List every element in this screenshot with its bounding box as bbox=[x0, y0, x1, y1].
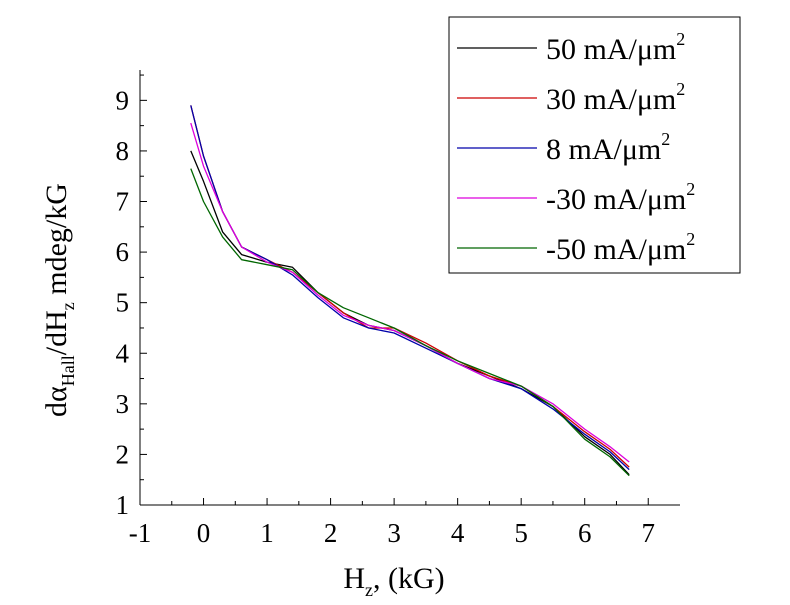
y-tick-label: 5 bbox=[116, 288, 130, 318]
x-tick-label: 2 bbox=[324, 518, 338, 548]
y-tick-label: 7 bbox=[116, 187, 130, 217]
legend-label-3: 8 mA/μm2 bbox=[546, 129, 670, 166]
y-tick-label: 2 bbox=[116, 439, 130, 469]
plot-frame bbox=[139, 70, 680, 506]
legend-box bbox=[448, 16, 741, 274]
x-tick-label: 5 bbox=[514, 518, 528, 548]
x-axis-title: Hz, (kG) bbox=[343, 562, 444, 600]
y-tick-label: 1 bbox=[116, 490, 130, 520]
y-tick-label: 4 bbox=[116, 338, 130, 368]
y-axis: 1 2 3 4 5 6 7 8 9 bbox=[116, 74, 147, 520]
x-tick-label: 3 bbox=[387, 518, 401, 548]
legend-label-4: -30 mA/μm2 bbox=[546, 179, 695, 216]
y-tick-label: 9 bbox=[116, 85, 130, 115]
legend-label-5: -50 mA/μm2 bbox=[546, 229, 695, 266]
series-line-5 bbox=[190, 168, 630, 477]
series-line-4 bbox=[190, 122, 630, 463]
x-tick-label: 4 bbox=[451, 518, 465, 548]
y-axis-title: dαHall/dHz mdeg/kG bbox=[40, 183, 78, 417]
x-tick-label: 0 bbox=[197, 518, 211, 548]
x-tick-label: -1 bbox=[129, 518, 152, 548]
x-tick-label: 6 bbox=[578, 518, 592, 548]
y-tick-label: 6 bbox=[116, 237, 130, 267]
y-tick-label: 3 bbox=[116, 389, 130, 419]
y-tick-label: 8 bbox=[116, 136, 130, 166]
legend: 50 mA/μm2 30 mA/μm2 8 mA/μm2 -30 mA/μm2 -50 … bbox=[448, 16, 741, 274]
legend-label-2: 30 mA/μm2 bbox=[546, 79, 685, 116]
x-axis: -1 0 1 2 3 4 5 6 7 bbox=[129, 498, 655, 548]
x-tick-label: 7 bbox=[641, 518, 655, 548]
x-tick-label: 1 bbox=[260, 518, 274, 548]
series-lines bbox=[190, 105, 630, 477]
legend-label-1: 50 mA/μm2 bbox=[546, 29, 685, 66]
